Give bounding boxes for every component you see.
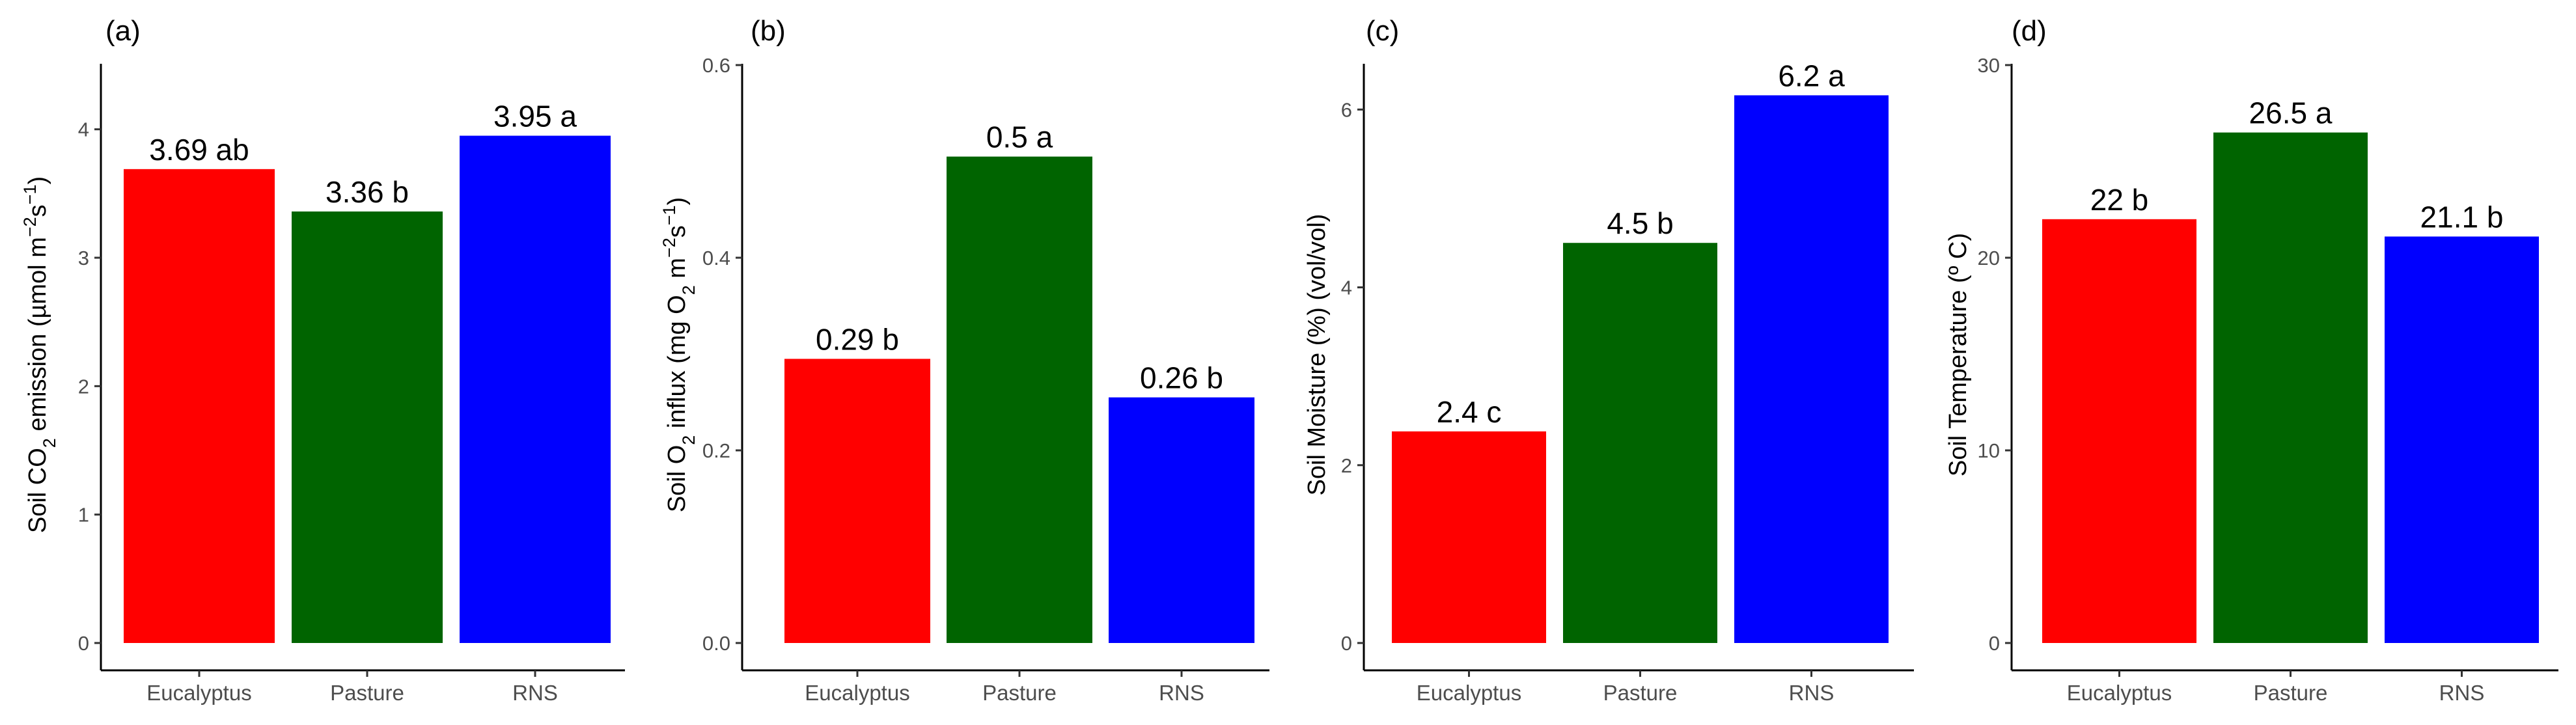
- bar-pasture: [2213, 132, 2368, 644]
- bar-data-label: 21.1 b: [2420, 200, 2504, 234]
- y-tick-label: 0: [1989, 632, 2000, 655]
- bar-eucalyptus: [2042, 219, 2196, 643]
- y-tick-label: 20: [1978, 247, 2000, 269]
- y-tick-label: 4: [78, 118, 89, 141]
- y-tick-label: 2: [1341, 454, 1352, 477]
- y-axis-label-text: Soil O: [663, 445, 691, 512]
- x-tick-label: Pasture: [1603, 681, 1678, 705]
- y-axis-label-superscript: −1: [20, 185, 40, 205]
- bar-pasture: [947, 156, 1092, 644]
- y-tick-label: 2: [78, 375, 89, 398]
- bar-data-label: 2.4 c: [1437, 395, 1502, 429]
- bar-data-label: 3.95 a: [493, 100, 577, 133]
- y-axis-label: Soil O2 influx (mg O2 m−2s−1): [659, 197, 699, 512]
- y-tick-label: 0.6: [702, 54, 730, 77]
- y-axis-label-text: Soil Moisture (%) (vol/vol): [1303, 214, 1331, 496]
- bar-data-label: 0.5 a: [986, 120, 1053, 154]
- y-axis-label-text: ): [663, 197, 691, 206]
- y-axis-label: Soil CO2 emission (µmol m−2s−1): [20, 176, 59, 533]
- bar-rns: [1734, 95, 1889, 644]
- y-tick-label: 0: [78, 632, 89, 655]
- chart-panel-4: (d) 0 10 20 30 Soil Temperature (º C) 22 b Euca…: [1945, 15, 2558, 705]
- x-tick-label: Eucalyptus: [2067, 681, 2172, 705]
- panel-label: (a): [105, 15, 141, 47]
- y-tick-label: 3: [78, 247, 89, 269]
- x-tick-label: Pasture: [2254, 681, 2328, 705]
- y-axis-label-text: ): [24, 176, 51, 185]
- y-tick-label: 10: [1978, 439, 2000, 462]
- bar-data-label: 22 b: [2090, 183, 2149, 217]
- bar-eucalyptus: [1392, 431, 1546, 643]
- bar-pasture: [292, 211, 443, 644]
- x-tick-label: Eucalyptus: [1417, 681, 1521, 705]
- x-tick-label: Eucalyptus: [146, 681, 251, 705]
- y-tick-label: 4: [1341, 277, 1352, 299]
- y-tick-label: 0: [1341, 632, 1352, 655]
- y-axis-label-text: Soil CO: [24, 448, 51, 533]
- bar-rns: [1109, 397, 1254, 643]
- bar-eucalyptus: [784, 359, 930, 643]
- y-tick-label: 1: [78, 504, 89, 527]
- panel-label: (c): [1366, 15, 1399, 47]
- y-axis-label-text: m: [663, 258, 691, 285]
- bar-data-label: 6.2 a: [1778, 59, 1845, 92]
- y-axis-label-superscript: −1: [659, 205, 679, 225]
- chart-panel-3: (c) 0 2 4 6 Soil Moisture (%) (vol/vol) 2.4 c E…: [1303, 15, 1914, 705]
- x-tick-label: Pasture: [982, 681, 1057, 705]
- y-axis-label-text: s: [663, 225, 691, 238]
- panel-label: (b): [751, 15, 786, 47]
- bar-pasture: [1563, 243, 1717, 643]
- y-axis-label: Soil Temperature (º C): [1945, 233, 1972, 476]
- x-tick-label: RNS: [2439, 681, 2485, 705]
- y-axis-label-subscript: 2: [679, 435, 699, 445]
- y-axis-label-subscript: 2: [40, 438, 59, 448]
- bar-data-label: 4.5 b: [1607, 206, 1673, 240]
- panel-label: (d): [2012, 15, 2047, 47]
- y-axis-label-subscript: 2: [679, 285, 699, 295]
- bar-data-label: 3.69 ab: [149, 133, 249, 167]
- x-tick-label: RNS: [1789, 681, 1835, 705]
- y-tick-label: 6: [1341, 98, 1352, 121]
- y-axis-label: Soil Moisture (%) (vol/vol): [1303, 214, 1331, 496]
- x-tick-label: RNS: [1159, 681, 1204, 705]
- y-axis-label-text: influx (mg O: [663, 295, 691, 435]
- y-axis-label-text: Soil Temperature (º C): [1945, 233, 1972, 476]
- x-tick-label: RNS: [512, 681, 558, 705]
- bar-eucalyptus: [124, 169, 275, 644]
- bar-data-label: 0.29 b: [816, 322, 899, 356]
- y-tick-label: 0.4: [702, 247, 730, 269]
- y-axis-label-text: s: [24, 204, 51, 217]
- y-axis-label-text: emission (µmol m: [24, 237, 51, 438]
- y-tick-label: 0.2: [702, 439, 730, 462]
- x-tick-label: Eucalyptus: [805, 681, 909, 705]
- y-axis-label-superscript: −2: [659, 238, 679, 258]
- bar-data-label: 3.36 b: [325, 175, 409, 209]
- y-axis-label-superscript: −2: [20, 217, 40, 237]
- y-tick-label: 0.0: [702, 632, 730, 655]
- y-tick-label: 30: [1978, 54, 2000, 77]
- bar-rns: [460, 135, 611, 644]
- bar-rns: [2385, 236, 2539, 643]
- x-tick-label: Pasture: [330, 681, 404, 705]
- bar-data-label: 0.26 b: [1140, 361, 1223, 395]
- bar-data-label: 26.5 a: [2249, 96, 2333, 130]
